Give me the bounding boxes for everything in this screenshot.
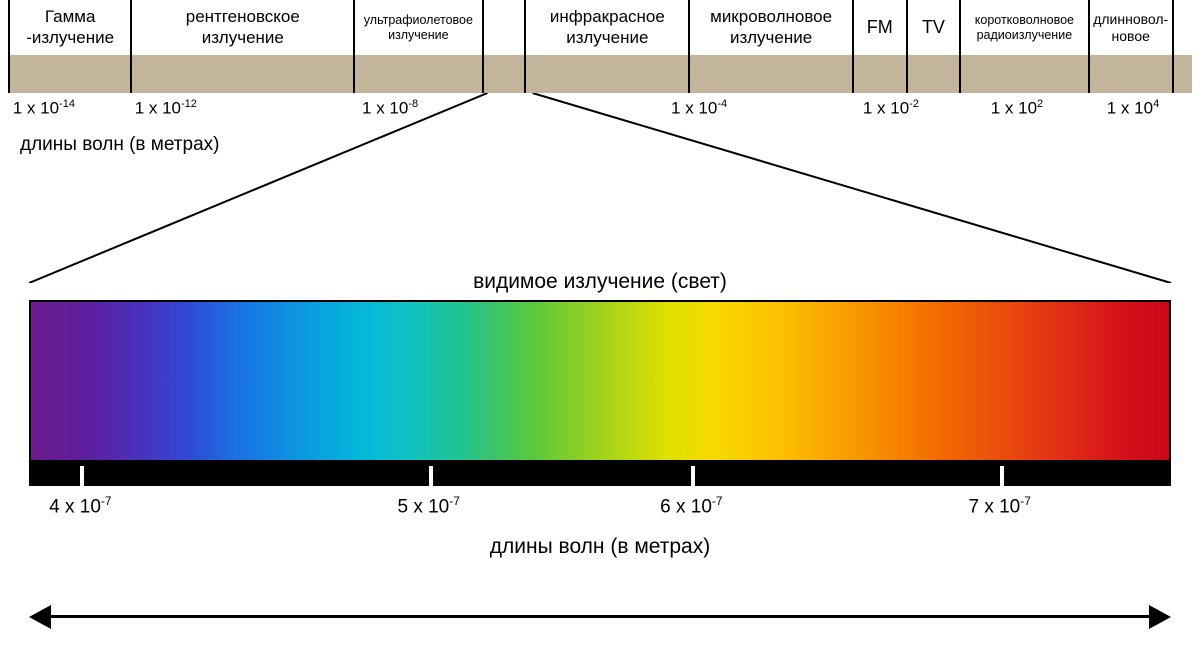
wavelength-mark: 1 x 10-12	[135, 98, 197, 119]
wavelength-mark: 1 x 102	[991, 98, 1043, 119]
em-band-segment	[8, 55, 132, 93]
em-band-segment	[852, 55, 908, 93]
arrow-head-right-icon	[1149, 605, 1171, 629]
em-band-label: инфракрасноеизлучение	[524, 0, 690, 55]
em-band-segment	[482, 55, 527, 93]
visible-scale-tick	[429, 466, 433, 486]
em-band-segment	[130, 55, 355, 93]
visible-scale-value: 7 x 10-7	[968, 494, 1030, 518]
wavelength-mark: 1 x 10-2	[863, 98, 919, 119]
visible-scale-value: 4 x 10-7	[49, 494, 111, 518]
em-band-label: ультрафиолетовоеизлучение	[353, 0, 483, 55]
em-band-label: коротковолновоерадиоизлучение	[959, 0, 1089, 55]
visible-scale-tick	[80, 466, 84, 486]
visible-spectrum-scale-bar	[29, 462, 1171, 486]
em-band-segment	[1088, 55, 1174, 93]
arrow-line	[47, 615, 1153, 618]
visible-scale-tick	[1000, 466, 1004, 486]
em-band-bar	[8, 55, 1192, 93]
visible-spectrum-title: видимое излучение (свет)	[0, 270, 1200, 294]
em-band-label: длинновол-новое	[1088, 0, 1174, 55]
wavelength-mark: 1 x 104	[1107, 98, 1159, 119]
em-band-label: TV	[906, 0, 962, 55]
visible-scale-value: 6 x 10-7	[660, 494, 722, 518]
em-band-segment	[688, 55, 854, 93]
em-band-segment	[906, 55, 962, 93]
em-band-label: FM	[852, 0, 908, 55]
em-band-segment	[959, 55, 1089, 93]
em-band-label	[482, 0, 527, 55]
wavelength-mark: 1 x 10-4	[671, 98, 727, 119]
em-band-label: микроволновоеизлучение	[688, 0, 854, 55]
em-wavelength-scale: 1 x 10-14 1 x 10-12 1 x 10-8 1 x 10-4 1 x 10…	[8, 98, 1192, 128]
visible-spectrum-gradient	[29, 300, 1171, 462]
wavelength-mark: 1 x 10-14	[13, 98, 75, 119]
em-band-labels: Гамма-излучениерентгеновскоеизлучениеуль…	[8, 0, 1192, 55]
wavelength-mark: 1 x 10-8	[362, 98, 418, 119]
visible-scale-tick	[691, 466, 695, 486]
wavelength-axis-label-top: длины волн (в метрах)	[20, 134, 219, 156]
wavelength-arrow	[29, 602, 1171, 632]
visible-scale-value: 5 x 10-7	[397, 494, 459, 518]
em-band-segment	[353, 55, 483, 93]
em-band-segment	[524, 55, 690, 93]
em-spectrum-diagram: Гамма-излучениерентгеновскоеизлучениеуль…	[0, 0, 1200, 672]
em-band-label: Гамма-излучение	[8, 0, 132, 55]
em-band-label: рентгеновскоеизлучение	[130, 0, 355, 55]
wavelength-axis-label-bottom: длины волн (в метрах)	[0, 535, 1200, 559]
